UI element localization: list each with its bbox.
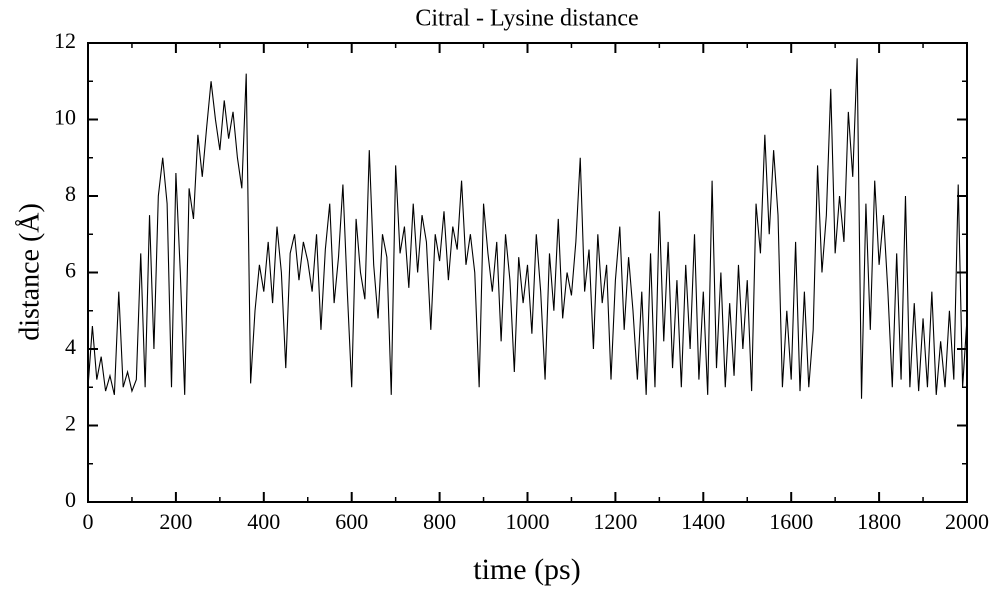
y-tick-label: 0 xyxy=(65,487,76,512)
x-tick-label: 600 xyxy=(335,509,368,534)
x-tick-label: 0 xyxy=(83,509,94,534)
x-axis-label: time (ps) xyxy=(473,553,580,586)
y-tick-label: 6 xyxy=(65,258,76,283)
x-tick-label: 800 xyxy=(423,509,456,534)
y-tick-label: 4 xyxy=(65,334,76,359)
y-axis-label: distance (Å) xyxy=(14,203,45,341)
chart-title: Citral - Lysine distance xyxy=(415,6,638,32)
x-tick-label: 1400 xyxy=(681,509,725,534)
x-tick-label: 200 xyxy=(159,509,192,534)
y-tick-label: 12 xyxy=(54,28,76,53)
data-line xyxy=(87,58,968,399)
x-tick-label: 1200 xyxy=(593,509,637,534)
x-tick-label: 1000 xyxy=(506,509,550,534)
y-tick-label: 2 xyxy=(65,411,76,436)
x-tick-label: 1800 xyxy=(857,509,901,534)
x-tick-label: 1600 xyxy=(769,509,813,534)
y-tick-label: 10 xyxy=(54,105,76,130)
x-tick-label: 2000 xyxy=(945,509,989,534)
y-tick-label: 8 xyxy=(65,181,76,206)
x-tick-label: 400 xyxy=(247,509,280,534)
